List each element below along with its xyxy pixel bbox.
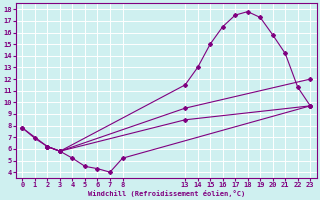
- X-axis label: Windchill (Refroidissement éolien,°C): Windchill (Refroidissement éolien,°C): [88, 190, 245, 197]
